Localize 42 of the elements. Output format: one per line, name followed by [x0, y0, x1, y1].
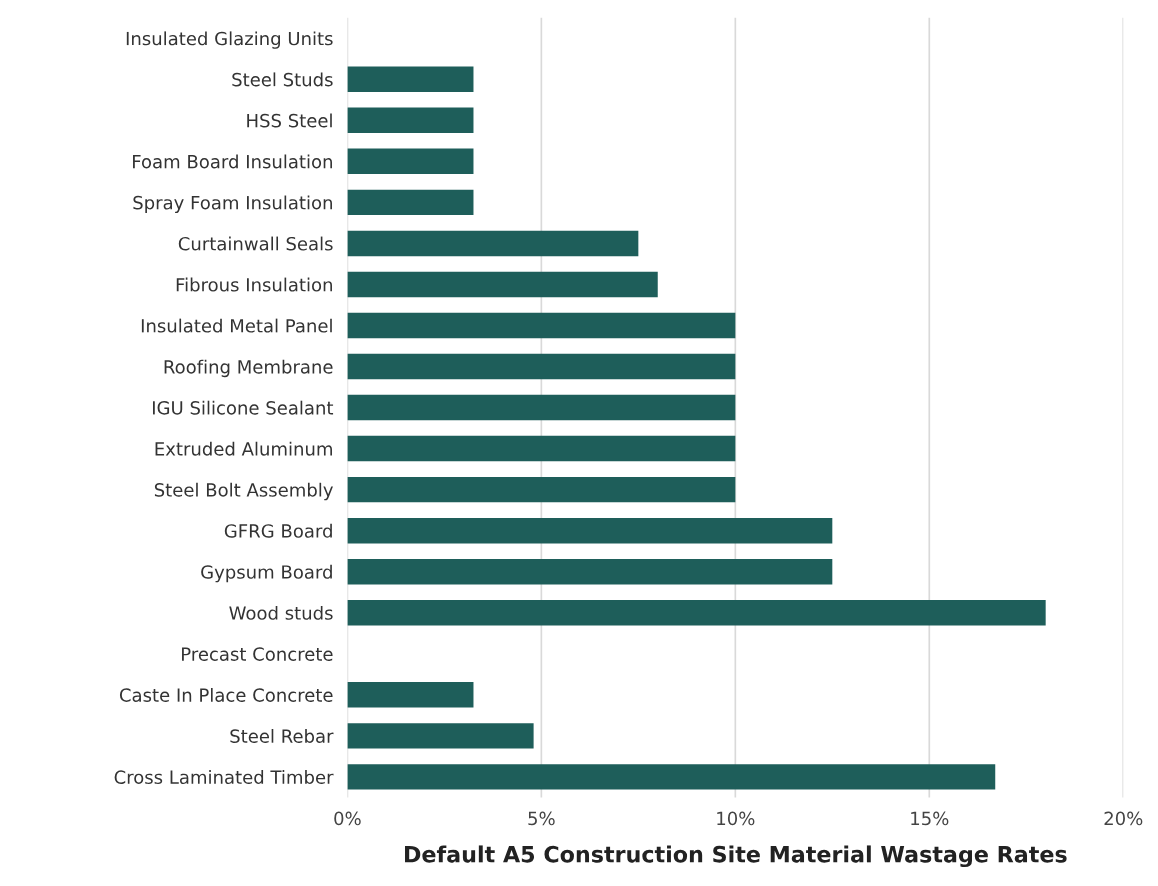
y-tick-label: Foam Board Insulation — [133, 154, 332, 169]
x-tick-label: 5% — [528, 811, 555, 826]
y-tick-label: Curtainwall Seals — [178, 236, 333, 251]
bar — [347, 600, 1046, 626]
bar — [347, 476, 736, 503]
y-tick-label: Gypsum Board — [201, 564, 332, 583]
y-tick-label: Wood studs — [229, 605, 333, 620]
bar — [347, 723, 534, 749]
y-tick-label: Steel Bolt Assembly — [154, 482, 333, 501]
y-tick-label: Caste In Place Concrete — [119, 687, 333, 702]
y-tick-label: Extruded Aluminum — [155, 441, 332, 456]
bar — [347, 435, 736, 462]
bar — [347, 66, 474, 92]
x-tick-label: 15% — [911, 811, 949, 826]
y-tick-label: Fibrous Insulation — [176, 277, 332, 292]
x-tick-label: 20% — [1104, 811, 1143, 826]
bar — [347, 353, 736, 380]
y-tick-label: Insulated Metal Panel — [141, 318, 332, 333]
bar — [347, 148, 474, 175]
y-tick-label: Precast Concrete — [182, 647, 333, 661]
y-tick-label: Spray Foam Insulation — [133, 195, 332, 213]
bar — [347, 107, 474, 134]
y-tick-label: GFRG Board — [224, 523, 332, 538]
bar — [347, 764, 996, 790]
y-tick-label: HSS Steel — [247, 113, 332, 128]
x-tick-label: 10% — [717, 811, 755, 826]
y-tick-label: Steel Studs — [232, 72, 333, 87]
y-tick-label: Insulated Glazing Units — [126, 31, 333, 49]
bar — [347, 230, 639, 257]
y-tick-label: Roofing Membrane — [164, 359, 333, 378]
y-tick-label: Cross Laminated Timber — [114, 770, 334, 784]
bar — [347, 558, 833, 585]
y-tick-label: IGU Silicone Sealant — [153, 400, 334, 415]
bar — [347, 312, 736, 339]
x-tick-label: 0% — [334, 811, 361, 826]
bar — [347, 682, 474, 708]
bar — [347, 394, 736, 421]
y-tick-label: Steel Rebar — [230, 728, 334, 743]
x-axis-title: Default A5 Construction Site Material Wastage Rates — [405, 845, 1067, 868]
bar — [347, 189, 474, 216]
bar — [347, 271, 658, 298]
bar — [347, 517, 833, 544]
